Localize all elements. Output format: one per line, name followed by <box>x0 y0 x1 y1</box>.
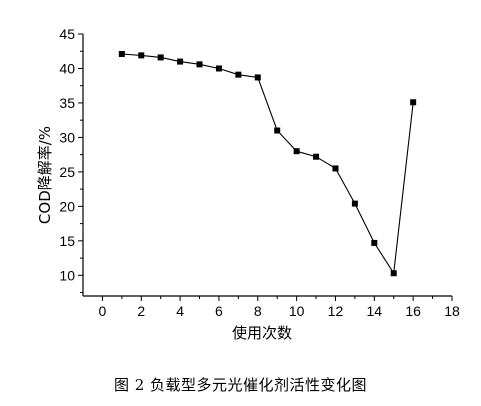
x-axis-label: 使用次数 <box>232 324 292 342</box>
data-point <box>177 58 184 65</box>
y-tick-label: 35 <box>59 95 75 111</box>
data-point <box>410 99 417 106</box>
data-point <box>351 200 358 207</box>
data-point <box>390 270 397 277</box>
x-tick-label: 4 <box>176 303 184 319</box>
data-point <box>371 239 378 246</box>
data-point <box>274 127 281 134</box>
data-point <box>138 52 145 59</box>
data-point <box>293 148 300 155</box>
data-point <box>215 65 222 72</box>
y-tick-label: 30 <box>59 129 75 145</box>
y-tick-label: 40 <box>59 60 75 76</box>
line-chart: 0 2 4 6 8 10 12 14 16 18 10 15 20 25 30 35 40 45 使用次数 COD… <box>36 26 460 342</box>
y-tick-label: 25 <box>59 164 75 180</box>
data-point <box>313 153 320 160</box>
x-tick-label: 8 <box>254 303 262 319</box>
y-tick-label: 10 <box>59 267 75 283</box>
axes <box>82 34 452 297</box>
series-line <box>121 53 414 275</box>
data-point <box>157 54 164 61</box>
y-tick-label: 15 <box>59 233 75 249</box>
x-tick-label: 6 <box>215 303 223 319</box>
ticks: 0 2 4 6 8 10 12 14 16 18 10 15 20 25 30 35 40 45 <box>59 26 460 319</box>
y-tick-label: 45 <box>59 26 75 42</box>
data-point <box>118 50 125 57</box>
data-point <box>254 74 261 81</box>
x-tick-label: 16 <box>405 303 421 319</box>
x-tick-label: 18 <box>444 303 460 319</box>
x-tick-label: 2 <box>137 303 145 319</box>
series <box>118 50 417 277</box>
y-axis-label: COD降解率/% <box>36 126 54 224</box>
x-tick-label: 12 <box>328 303 344 319</box>
x-tick-label: 0 <box>99 303 107 319</box>
data-point <box>235 71 242 78</box>
data-point <box>196 61 203 68</box>
x-tick-label: 10 <box>289 303 305 319</box>
x-tick-label: 14 <box>367 303 383 319</box>
figure-caption: 图 2 负载型多元光催化剂活性变化图 <box>113 376 368 394</box>
y-tick-label: 20 <box>59 198 75 214</box>
data-point <box>332 165 339 172</box>
